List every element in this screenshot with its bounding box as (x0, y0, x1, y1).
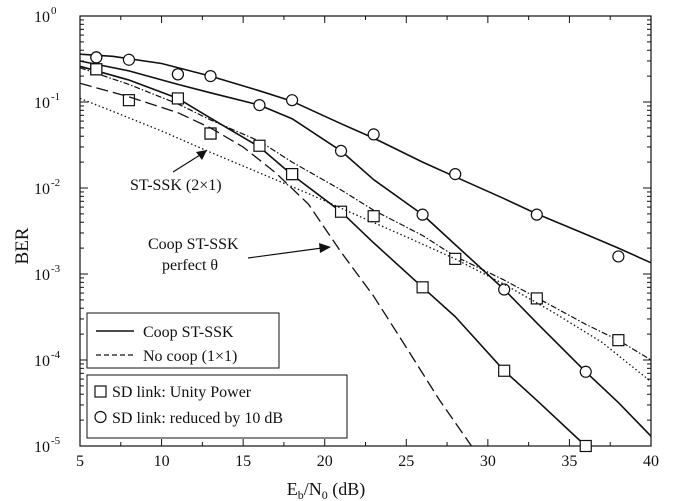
series-0 (79, 51, 652, 264)
x-axis-label-tail: (dB) (328, 479, 366, 500)
legend-circle-marker (94, 410, 107, 424)
series-2-square-marker (367, 210, 380, 223)
x-tick-label: 20 (317, 453, 333, 470)
y-tick-label-exponent: -3 (51, 263, 61, 275)
x-tick-label: 15 (235, 453, 251, 470)
series-2-square-marker (122, 94, 136, 107)
series-0-circle-marker (612, 250, 625, 263)
y-tick-label-exponent: 0 (51, 5, 57, 17)
series-2-square-marker (530, 292, 543, 305)
series-3-square-marker (90, 63, 103, 76)
y-tick-label: 10 (34, 353, 50, 370)
annotation-stssk-label: ST-SSK (2×1) (130, 177, 222, 194)
legend-markers-box (86, 374, 348, 439)
series-1 (79, 51, 652, 437)
series-0-circle-marker (367, 128, 380, 141)
x-tick-label: 25 (398, 453, 414, 470)
y-axis-label: BER (12, 227, 33, 264)
y-tick-label-exponent: -1 (51, 91, 60, 103)
series-1-circle-marker (171, 68, 184, 81)
legend-square-marker (94, 385, 107, 398)
x-tick-label: 35 (561, 453, 577, 470)
series-1-line (79, 60, 652, 437)
x-axis-label-mid: /N (304, 479, 322, 499)
series-5-line (79, 97, 652, 383)
series-1-circle-marker (579, 365, 592, 378)
series-0-line (79, 53, 652, 264)
series-3-square-marker (285, 168, 299, 181)
annotation-stssk-arrow-line (172, 154, 201, 173)
annotation-coop-line1: Coop ST-SSK (148, 236, 239, 253)
x-tick-label: 10 (154, 453, 170, 470)
annotation-stssk: ST-SSK (2×1) (130, 150, 222, 194)
series-0-circle-marker (449, 168, 462, 181)
x-tick-label: 5 (76, 453, 84, 470)
legend-markers: SD link: Unity Power SD link: reduced by… (86, 374, 348, 439)
series-3-square-marker (253, 139, 266, 152)
x-axis-label-sub2: 0 (322, 488, 328, 501)
x-axis-label-sub1: b (298, 488, 304, 501)
series-3-square-marker (416, 281, 429, 294)
series-layer (79, 51, 652, 453)
y-tick-label-exponent: -2 (51, 177, 60, 189)
annotation-stssk-arrow-head (196, 150, 207, 160)
x-tick-label: 30 (480, 453, 496, 470)
series-3-square-marker (579, 439, 592, 453)
legend-line-styles-box (86, 312, 280, 369)
series-1-circle-marker (253, 99, 266, 112)
series-0-circle-marker (122, 53, 136, 66)
x-tick-label: 40 (643, 453, 659, 470)
series-1-circle-marker (90, 51, 103, 64)
series-1-circle-marker (334, 144, 348, 158)
series-3-square-marker (334, 205, 348, 218)
annotation-coop-perfect: Coop ST-SSK perfect θ (148, 236, 331, 274)
legend-line-styles: Coop ST-SSK No coop (1×1) (86, 312, 280, 369)
series-3-square-marker (171, 92, 184, 105)
y-tick-label: 10 (34, 181, 50, 198)
x-axis-label: Eb/N0 (dB) (287, 479, 366, 501)
series-1-circle-marker (416, 208, 429, 221)
legend-circle-label: SD link: reduced by 10 dB (112, 410, 283, 427)
y-tick-label: 10 (34, 9, 50, 26)
y-tick-label-exponent: -4 (51, 349, 61, 361)
y-tick-label-exponent: -5 (51, 435, 61, 447)
series-3-square-marker (498, 364, 511, 377)
series-4-line (79, 82, 473, 447)
series-0-circle-marker (204, 70, 217, 83)
series-0-circle-marker (285, 94, 299, 107)
series-0-circle-marker (530, 208, 543, 221)
legend-square-label: SD link: Unity Power (112, 384, 252, 401)
y-tick-label: 10 (34, 267, 50, 284)
legend-dashed-label: No coop (1×1) (143, 348, 237, 365)
annotation-coop-arrow-head (319, 243, 331, 253)
series-2-square-marker (612, 334, 625, 347)
series-1-circle-marker (498, 283, 511, 296)
x-axis-label-main: E (287, 479, 298, 499)
annotation-coop-line2: perfect θ (162, 257, 218, 274)
legend-solid-label: Coop ST-SSK (143, 324, 234, 341)
y-tick-label: 10 (34, 95, 50, 112)
series-5 (79, 97, 652, 383)
annotation-coop-arrow-line (247, 247, 323, 259)
series-3 (79, 63, 592, 453)
series-4 (79, 82, 473, 447)
y-tick-label: 10 (34, 439, 50, 456)
